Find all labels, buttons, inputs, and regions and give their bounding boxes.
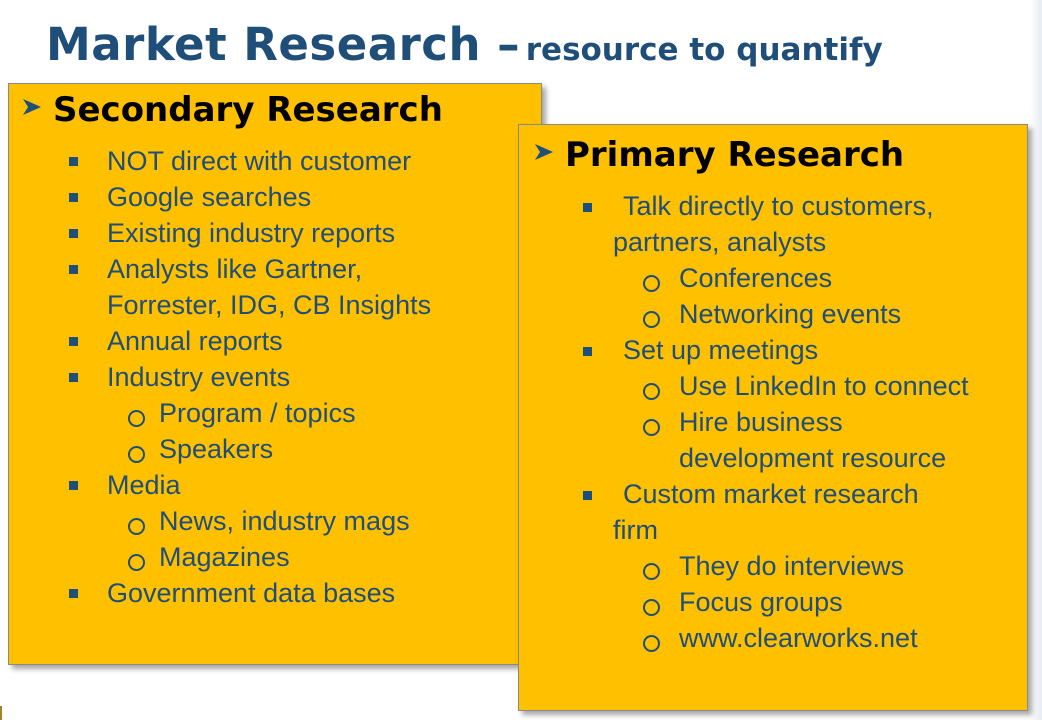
square-bullet-icon	[69, 193, 78, 202]
title-main: Market Research –	[46, 18, 521, 71]
list-item: Media	[107, 470, 181, 500]
circle-bullet-icon	[643, 419, 660, 436]
sub-list-item: Program / topics	[159, 398, 356, 428]
circle-bullet-icon	[643, 563, 660, 580]
list-item-continuation: partners, analysts	[613, 227, 827, 257]
list-item: Government data bases	[107, 578, 396, 608]
list-item: Annual reports	[107, 326, 283, 356]
sub-list-item: They do interviews	[679, 551, 905, 581]
square-bullet-icon	[69, 589, 78, 598]
sub-list-item: Conferences	[679, 263, 833, 293]
secondary-heading: Secondary Research	[21, 90, 443, 130]
square-bullet-icon	[69, 265, 78, 274]
sub-list-item: Focus groups	[679, 587, 843, 617]
circle-bullet-icon	[128, 554, 145, 571]
square-bullet-icon	[69, 157, 78, 166]
list-item: Talk directly to customers,	[623, 191, 934, 221]
list-item: NOT direct with customer	[107, 146, 412, 176]
circle-bullet-icon	[643, 383, 660, 400]
circle-bullet-icon	[128, 410, 145, 427]
circle-bullet-icon	[128, 446, 145, 463]
sub-list-item: Magazines	[159, 542, 290, 572]
circle-bullet-icon	[643, 311, 660, 328]
sub-list-item: Speakers	[159, 434, 274, 464]
sub-list-item: Use LinkedIn to connect	[679, 371, 969, 401]
sub-list-item: www.clearworks.net	[679, 623, 918, 653]
square-bullet-icon	[69, 481, 78, 490]
sub-list-item: Networking events	[679, 299, 902, 329]
list-item: Set up meetings	[623, 335, 819, 365]
sub-list-item: Hire business	[679, 407, 843, 437]
square-bullet-icon	[69, 229, 78, 238]
title-subtitle: resource to quantify	[525, 32, 883, 68]
primary-heading: Primary Research	[533, 135, 904, 175]
arrow-bullet-icon	[23, 99, 41, 115]
square-bullet-icon	[69, 373, 78, 382]
slide-edge-decoration	[1030, 0, 1042, 720]
square-bullet-icon	[583, 347, 592, 356]
circle-bullet-icon	[643, 635, 660, 652]
square-bullet-icon	[69, 337, 78, 346]
list-item-continuation: Forrester, IDG, CB Insights	[107, 290, 432, 320]
list-item: Google searches	[107, 182, 312, 212]
list-item: Existing industry reports	[107, 218, 396, 248]
list-item: Custom market research	[623, 479, 919, 509]
list-item: Analysts like Gartner,	[107, 254, 363, 284]
arrow-bullet-icon	[535, 144, 553, 160]
square-bullet-icon	[583, 203, 592, 212]
primary-heading-text: Primary Research	[565, 135, 905, 175]
circle-bullet-icon	[643, 599, 660, 616]
list-item-continuation: firm	[613, 515, 658, 545]
circle-bullet-icon	[128, 518, 145, 535]
primary-research-panel: Primary Research Talk directly to custom…	[518, 124, 1028, 711]
corner-logo-fragment	[0, 706, 10, 720]
secondary-heading-text: Secondary Research	[53, 90, 443, 130]
slide-title: Market Research – resource to quantify	[46, 18, 1026, 88]
list-item: Industry events	[107, 362, 291, 392]
sub-list-item-continuation: development resource	[679, 443, 947, 473]
circle-bullet-icon	[643, 275, 660, 292]
secondary-research-panel: Secondary Research NOT direct with custo…	[8, 83, 542, 665]
square-bullet-icon	[583, 491, 592, 500]
sub-list-item: News, industry mags	[159, 506, 410, 536]
